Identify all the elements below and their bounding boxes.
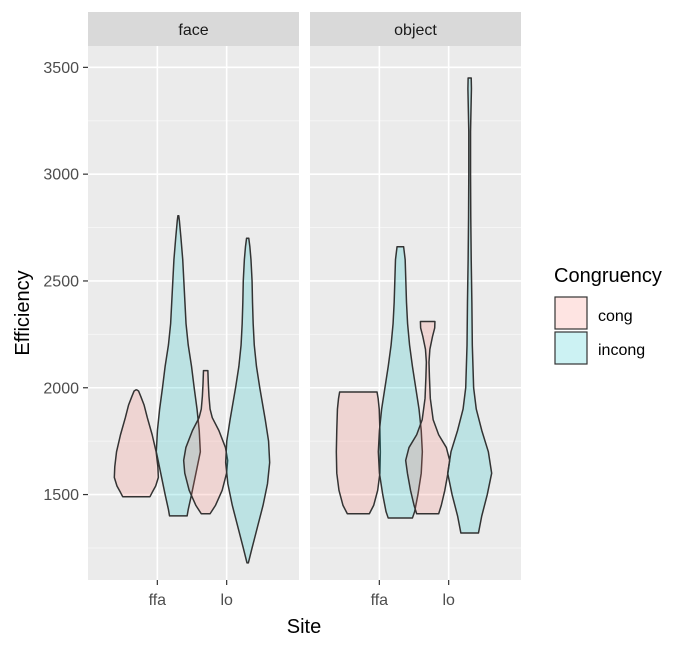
y-tick-label: 3000 — [43, 167, 79, 184]
violin-face-lo-incong — [224, 237, 271, 564]
facet-strip-background — [88, 12, 299, 46]
x-axis-title: Site — [287, 616, 321, 638]
legend-key-incong — [554, 331, 588, 365]
x-tick-label: lo — [442, 592, 455, 609]
y-axis-title: Efficiency — [12, 270, 34, 355]
y-axis: 1500 2000 2500 3000 3500 — [43, 60, 88, 504]
facet-strip-label: face — [178, 22, 208, 39]
y-tick-label: 2000 — [43, 380, 79, 397]
legend: Congruency cong incong — [554, 265, 662, 365]
y-tick-label: 3500 — [43, 60, 79, 77]
x-tick-label: lo — [220, 592, 233, 609]
plot-panel-background — [310, 46, 521, 580]
violin-object-ffa-incong — [377, 246, 424, 519]
y-tick-label: 2500 — [43, 273, 79, 290]
facet-strip-background — [310, 12, 521, 46]
legend-label-cong: cong — [598, 308, 633, 325]
violin-object-lo-incong — [446, 77, 493, 534]
legend-key-cong — [554, 296, 588, 330]
facet-panel-face: face — [88, 12, 299, 580]
violin-group — [335, 77, 493, 534]
legend-title: Congruency — [554, 265, 662, 287]
violin-object-ffa-cong — [335, 391, 382, 515]
x-tick-label: ffa — [149, 592, 167, 609]
violin-group — [113, 215, 271, 564]
facet-panel-object: object — [310, 12, 521, 580]
y-tick-label: 1500 — [43, 487, 79, 504]
grid-lines — [310, 46, 521, 580]
facet-strip-label: object — [394, 22, 437, 39]
violin-face-ffa-cong — [113, 389, 160, 498]
x-axis: ffa lo ffa lo — [149, 580, 455, 609]
legend-label-incong: incong — [598, 342, 645, 359]
x-tick-label: ffa — [371, 592, 389, 609]
violin-object-lo-cong — [404, 320, 451, 515]
plot-panel-background — [88, 46, 299, 580]
violin-face-lo-cong — [182, 369, 229, 515]
violin-face-ffa-incong — [155, 215, 202, 517]
